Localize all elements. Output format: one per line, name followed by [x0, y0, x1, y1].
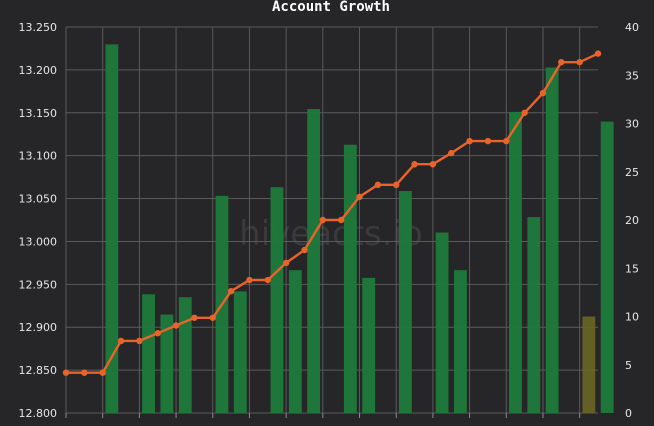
- line-point: [393, 181, 400, 189]
- bar: [307, 109, 321, 414]
- bar: [142, 294, 155, 413]
- bar: [545, 67, 559, 413]
- line-point: [246, 276, 253, 284]
- line-point: [282, 259, 290, 267]
- line-point: [558, 58, 565, 66]
- left-tick-label: 13.000: [19, 235, 58, 248]
- right-tick-label: 20: [625, 214, 639, 227]
- line-point: [191, 314, 198, 321]
- line-point: [356, 193, 363, 201]
- right-tick-label: 35: [625, 69, 639, 82]
- line-point: [62, 369, 70, 376]
- left-tick-label: 13.100: [19, 150, 58, 163]
- bar: [453, 270, 467, 413]
- line-layer: [62, 50, 602, 376]
- line-point: [411, 161, 418, 168]
- line-point: [484, 137, 492, 145]
- line-point: [136, 337, 143, 345]
- bar: [233, 291, 247, 413]
- line-point: [209, 314, 216, 321]
- right-tick-label: 40: [625, 21, 639, 34]
- bar: [362, 277, 376, 413]
- right-tick-label: 10: [625, 311, 639, 324]
- bar: [435, 232, 449, 413]
- bar: [270, 187, 284, 413]
- line-point: [117, 337, 125, 345]
- line-point: [466, 137, 473, 145]
- left-tick-label: 13.250: [19, 21, 58, 34]
- bar: [582, 316, 596, 413]
- bars-layer: [105, 44, 614, 414]
- bar: [527, 217, 541, 413]
- line-point: [99, 369, 106, 376]
- bar: [343, 144, 357, 414]
- bar: [160, 314, 174, 413]
- right-tick-label: 15: [625, 262, 639, 275]
- line-point: [594, 50, 602, 57]
- line-point: [227, 287, 235, 295]
- left-tick-label: 12.950: [19, 278, 58, 291]
- bar: [509, 111, 522, 414]
- line-point: [154, 330, 161, 337]
- bar: [288, 270, 302, 413]
- line-point: [503, 137, 510, 145]
- line-point: [172, 322, 180, 329]
- right-tick-label: 25: [625, 166, 639, 179]
- line-point: [81, 369, 88, 376]
- bar: [600, 121, 614, 413]
- left-tick-label: 12.800: [19, 407, 58, 420]
- right-tick-label: 30: [625, 118, 639, 131]
- right-tick-label: 0: [625, 407, 632, 420]
- axis-layer: 12.800 12.850 12.900 12.950 13.000 13.050 13.1…: [19, 21, 640, 420]
- line-point: [319, 216, 327, 224]
- line-point: [374, 181, 382, 189]
- bar: [178, 297, 192, 413]
- line-point: [576, 58, 583, 66]
- bar: [105, 44, 119, 414]
- line-point: [448, 149, 455, 157]
- chart-title: Account Growth: [272, 0, 390, 15]
- left-tick-label: 12.900: [19, 321, 58, 334]
- bar: [398, 191, 412, 413]
- left-tick-label: 12.850: [19, 364, 58, 377]
- line-point: [301, 246, 308, 254]
- left-tick-label: 13.150: [19, 107, 58, 120]
- line-point: [521, 109, 528, 116]
- line-point: [429, 161, 437, 168]
- left-tick-label: 13.200: [19, 64, 58, 77]
- line-point: [337, 216, 345, 224]
- growth-line: [66, 52, 599, 374]
- right-tick-label: 5: [625, 359, 632, 372]
- line-point: [539, 89, 547, 97]
- line-point: [264, 276, 271, 284]
- left-tick-label: 13.050: [19, 193, 58, 206]
